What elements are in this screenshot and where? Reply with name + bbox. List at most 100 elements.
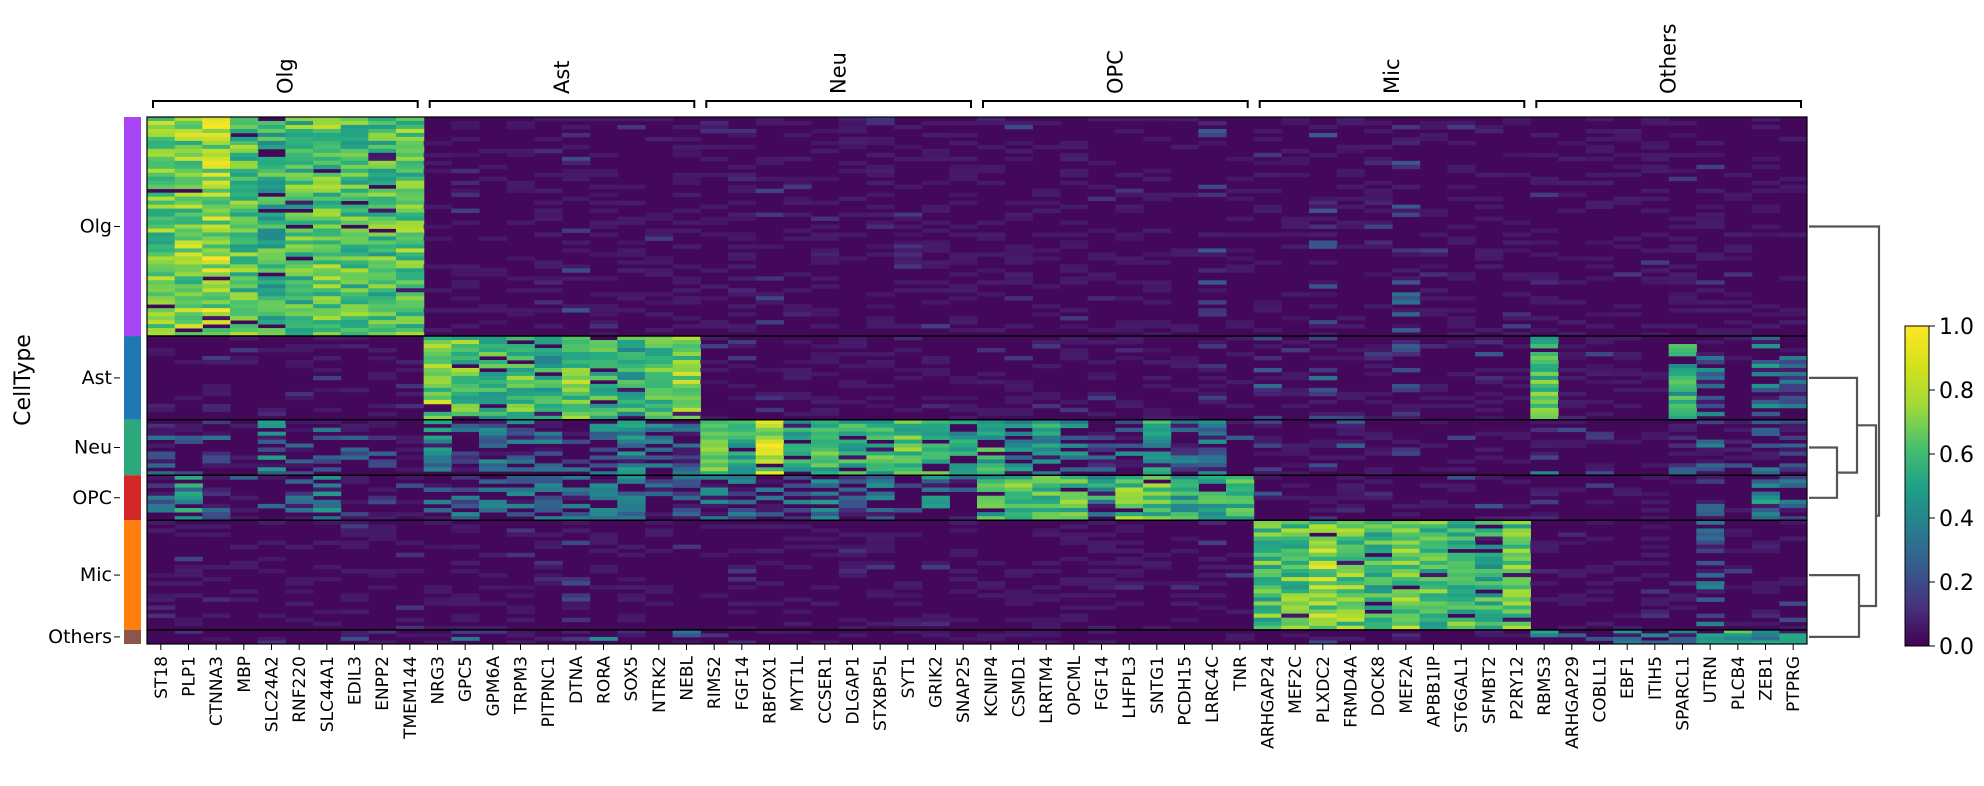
heatmap-cell [1641, 156, 1670, 162]
heatmap-cell [562, 459, 591, 464]
heatmap-cell [1309, 499, 1338, 505]
heatmap-cell [202, 387, 231, 393]
heatmap-cell [562, 601, 591, 606]
heatmap-cell [1115, 399, 1144, 405]
heatmap-cell [1198, 232, 1227, 237]
heatmap-cell [1558, 419, 1587, 425]
heatmap-cell [755, 487, 784, 492]
heatmap-cell [700, 467, 729, 472]
heatmap-cell [1447, 540, 1476, 546]
heatmap-cell [285, 503, 314, 509]
heatmap-cell [1087, 483, 1116, 488]
heatmap-cell [977, 455, 1006, 460]
heatmap-cell [230, 296, 259, 301]
heatmap-cell [506, 487, 535, 492]
heatmap-cell [589, 407, 618, 413]
heatmap-cell [1530, 296, 1559, 301]
heatmap-cell [1558, 320, 1587, 325]
heatmap-cell [1641, 375, 1670, 381]
heatmap-cell [147, 613, 176, 619]
heatmap-cell [230, 268, 259, 273]
heatmap-cell [479, 320, 508, 325]
heatmap-cell [1226, 508, 1255, 513]
gene-tick-mef2a: MEF2A [1397, 656, 1417, 714]
heatmap-cell [1502, 516, 1531, 521]
heatmap-cell [1364, 431, 1393, 437]
heatmap-cell [534, 503, 563, 509]
heatmap-cell [1170, 503, 1199, 509]
heatmap-cell [1060, 180, 1089, 186]
heatmap-cell [1060, 451, 1089, 456]
heatmap-cell [1226, 503, 1255, 509]
heatmap-cell [451, 367, 480, 373]
heatmap-cell [1087, 532, 1116, 537]
heatmap-cell [534, 467, 563, 472]
heatmap-cell [1032, 284, 1061, 289]
heatmap-cell [1696, 573, 1725, 578]
heatmap-cell [1779, 276, 1807, 281]
heatmap-cell [700, 633, 729, 638]
heatmap-cell [1392, 411, 1421, 417]
heatmap-cell [202, 124, 231, 130]
heatmap-cell [783, 391, 812, 397]
heatmap-cell [728, 176, 757, 182]
heatmap-cell [1198, 439, 1227, 444]
heatmap-cell [755, 548, 784, 554]
heatmap-cell [866, 471, 895, 476]
heatmap-cell [728, 256, 757, 261]
heatmap-cell [1336, 244, 1365, 249]
heatmap-cell [1226, 403, 1255, 409]
heatmap-cell [313, 564, 342, 570]
heatmap-cell [174, 621, 203, 627]
heatmap-cell [396, 312, 425, 317]
heatmap-cell [1004, 516, 1033, 521]
heatmap-cell [1779, 312, 1807, 317]
heatmap-cell [285, 589, 314, 594]
heatmap-cell [1170, 548, 1199, 554]
heatmap-cell [672, 640, 701, 644]
heatmap-cell [1281, 625, 1310, 631]
heatmap-cell [174, 532, 203, 537]
gene-tick-fgf14: FGF14 [1093, 656, 1113, 710]
heatmap-cell [1641, 371, 1670, 377]
heatmap-cell [1170, 427, 1199, 433]
heatmap-cell [589, 200, 618, 206]
heatmap-cell [1419, 609, 1448, 614]
heatmap-cell [1696, 439, 1725, 444]
heatmap-cell [285, 328, 314, 333]
heatmap-cell [1253, 152, 1282, 158]
heatmap-cell [783, 491, 812, 497]
heatmap-cell [396, 152, 425, 158]
heatmap-cell [1115, 463, 1144, 468]
heatmap-cell [1641, 144, 1670, 150]
heatmap-cell [1613, 200, 1642, 206]
heatmap-cell [313, 324, 342, 329]
heatmap-cell [285, 332, 314, 337]
heatmap-cell [257, 256, 286, 261]
heatmap-cell [1060, 352, 1089, 357]
heatmap-cell [1502, 617, 1531, 623]
heatmap-cell [202, 224, 231, 229]
heatmap-cell [672, 208, 701, 213]
heatmap-cell [1032, 532, 1061, 537]
heatmap-cell [1004, 617, 1033, 623]
gene-tick-ctnna3: CTNNA3 [207, 656, 227, 726]
heatmap-cell [1392, 248, 1421, 253]
heatmap-cell [396, 176, 425, 182]
heatmap-cell [1696, 224, 1725, 229]
heatmap-cell [894, 532, 923, 537]
heatmap-cell [811, 544, 840, 550]
heatmap-cell [313, 192, 342, 198]
heatmap-cell [285, 124, 314, 130]
heatmap-cell [783, 228, 812, 233]
heatmap-cell [285, 617, 314, 623]
heatmap-cell [1032, 451, 1061, 456]
heatmap-cell [783, 499, 812, 505]
heatmap-cell [396, 324, 425, 329]
heatmap-cell [506, 375, 535, 381]
gene-group-bracket-olg [152, 100, 419, 108]
heatmap-cell [174, 296, 203, 301]
heatmap-cell [451, 180, 480, 186]
heatmap-cell [1170, 387, 1199, 393]
heatmap-cell [340, 180, 369, 186]
